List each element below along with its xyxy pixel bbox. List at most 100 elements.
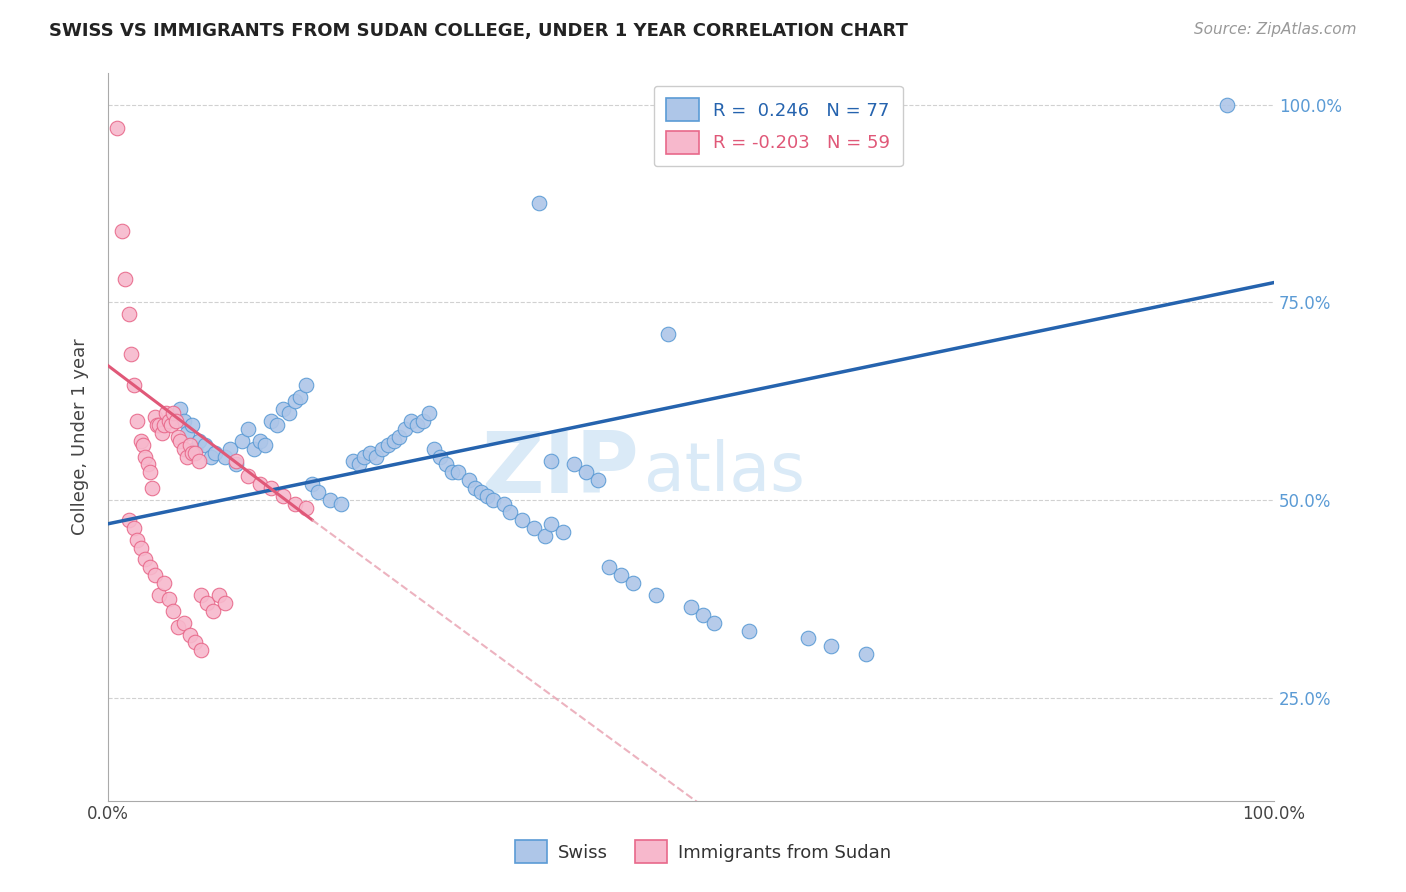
Point: [139, 560, 162, 574]
Point: [394, 422, 416, 436]
Point: [475, 489, 498, 503]
Point: [283, 394, 305, 409]
Point: [187, 453, 209, 467]
Point: [173, 615, 195, 630]
Point: [143, 410, 166, 425]
Point: [621, 576, 644, 591]
Point: [105, 121, 128, 136]
Point: [399, 414, 422, 428]
Point: [118, 307, 141, 321]
Text: atlas: atlas: [644, 439, 806, 505]
Point: [371, 442, 394, 456]
Point: [231, 434, 253, 448]
Point: [366, 450, 388, 464]
Point: [440, 466, 463, 480]
Point: [179, 627, 201, 641]
Point: [208, 588, 231, 602]
Point: [214, 596, 236, 610]
Point: [575, 466, 598, 480]
Point: [470, 485, 492, 500]
Point: [423, 442, 446, 456]
Point: [155, 406, 177, 420]
Point: [359, 445, 381, 459]
Point: [129, 434, 152, 448]
Point: [190, 643, 212, 657]
Point: [271, 489, 294, 503]
Point: [134, 450, 156, 464]
Point: [184, 442, 207, 456]
Point: [494, 497, 516, 511]
Point: [447, 466, 470, 480]
Point: [153, 417, 176, 432]
Point: [201, 604, 224, 618]
Legend: R =  0.246   N = 77, R = -0.203   N = 59: R = 0.246 N = 77, R = -0.203 N = 59: [654, 86, 903, 166]
Point: [458, 473, 481, 487]
Point: [342, 453, 364, 467]
Point: [134, 552, 156, 566]
Point: [540, 516, 562, 531]
Point: [481, 493, 503, 508]
Point: [382, 434, 405, 448]
Point: [236, 469, 259, 483]
Point: [169, 402, 191, 417]
Point: [184, 635, 207, 649]
Point: [200, 450, 222, 464]
Point: [610, 568, 633, 582]
Point: [173, 414, 195, 428]
Point: [162, 406, 184, 420]
Point: [225, 458, 247, 472]
Point: [194, 438, 217, 452]
Point: [165, 414, 187, 428]
Point: [148, 588, 170, 602]
Point: [522, 521, 544, 535]
Point: [157, 414, 180, 428]
Point: [136, 458, 159, 472]
Point: [796, 632, 818, 646]
Point: [564, 458, 586, 472]
Point: [148, 417, 170, 432]
Point: [271, 402, 294, 417]
Point: [529, 196, 551, 211]
Point: [283, 497, 305, 511]
Point: [330, 497, 353, 511]
Point: [301, 477, 323, 491]
Point: [195, 596, 218, 610]
Point: [120, 347, 142, 361]
Point: [318, 493, 340, 508]
Point: [242, 442, 264, 456]
Text: SWISS VS IMMIGRANTS FROM SUDAN COLLEGE, UNDER 1 YEAR CORRELATION CHART: SWISS VS IMMIGRANTS FROM SUDAN COLLEGE, …: [49, 22, 908, 40]
Point: [260, 414, 283, 428]
Point: [167, 619, 190, 633]
Point: [122, 378, 145, 392]
Point: [214, 450, 236, 464]
Point: [114, 271, 136, 285]
Point: [122, 521, 145, 535]
Point: [162, 604, 184, 618]
Point: [190, 588, 212, 602]
Point: [412, 414, 434, 428]
Point: [353, 450, 375, 464]
Point: [551, 524, 574, 539]
Y-axis label: College, Under 1 year: College, Under 1 year: [72, 338, 89, 535]
Point: [184, 445, 207, 459]
Point: [307, 485, 329, 500]
Point: [540, 453, 562, 467]
Point: [855, 648, 877, 662]
Point: [219, 442, 242, 456]
Point: [132, 438, 155, 452]
Point: [169, 434, 191, 448]
Point: [236, 422, 259, 436]
Point: [277, 406, 299, 420]
Point: [295, 378, 318, 392]
Point: [173, 442, 195, 456]
Point: [249, 434, 271, 448]
Point: [143, 568, 166, 582]
Point: [499, 505, 522, 519]
Point: [249, 477, 271, 491]
Point: [377, 438, 399, 452]
Point: [464, 481, 486, 495]
Point: [266, 417, 288, 432]
Point: [510, 513, 533, 527]
Point: [586, 473, 609, 487]
Point: [418, 406, 440, 420]
